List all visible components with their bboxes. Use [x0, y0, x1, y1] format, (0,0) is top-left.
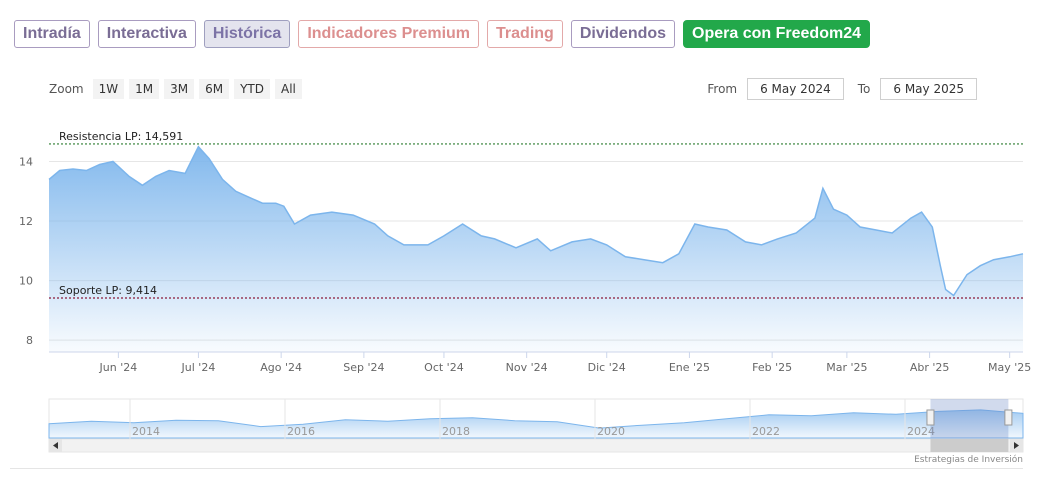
zoom-label: Zoom — [49, 82, 84, 96]
x-tick-label: Jul '24 — [181, 361, 216, 374]
from-label: From — [707, 82, 738, 96]
tab-trading[interactable]: Trading — [487, 20, 563, 48]
tab-bar: Intradía Interactiva Histórica Indicador… — [14, 20, 870, 48]
x-tick-label: May '25 — [988, 361, 1031, 374]
navigator-left-handle[interactable] — [926, 409, 935, 426]
navigator-selection[interactable] — [930, 399, 1009, 439]
scroll-right-arrow-icon — [1014, 442, 1019, 449]
to-label: To — [857, 82, 871, 96]
scrollbar-track[interactable] — [48, 438, 1024, 453]
tab-indicadores-premium[interactable]: Indicadores Premium — [298, 20, 480, 48]
level-label: Resistencia LP: 14,591 — [59, 130, 183, 143]
tab-historica[interactable]: Histórica — [203, 20, 291, 48]
x-axis-labels: Jun '24 Jul '24 Ago '24 Sep '24 Oct '24 Nov '… — [99, 352, 1031, 374]
zoom-6m-button[interactable]: 6M — [199, 79, 230, 99]
chart-credit: Estrategias de Inversión — [914, 455, 1023, 465]
x-tick-label: Ene '25 — [669, 361, 710, 374]
tab-dividendos[interactable]: Dividendos — [570, 20, 676, 48]
x-tick-label: Oct '24 — [424, 361, 464, 374]
x-tick-label: Nov '24 — [506, 361, 548, 374]
tab-intradia[interactable]: Intradía — [14, 20, 90, 48]
tab-interactiva[interactable]: Interactiva — [97, 20, 196, 48]
from-date-input[interactable]: 6 May 2024 — [747, 78, 844, 100]
navigator-year-label: 2016 — [287, 425, 315, 438]
freedom24-cta-button[interactable]: Opera con Freedom24 — [683, 20, 870, 48]
scrollbar-thumb[interactable] — [930, 439, 1009, 452]
bottom-divider — [10, 468, 1023, 469]
x-tick-label: Jun '24 — [99, 361, 138, 374]
zoom-ytd-button[interactable]: YTD — [234, 79, 270, 99]
zoom-controls: Zoom 1W 1M 3M 6M YTD All — [49, 79, 302, 99]
y-tick-label: 10 — [19, 275, 33, 288]
to-date-input[interactable]: 6 May 2025 — [880, 78, 977, 100]
x-tick-label: Sep '24 — [343, 361, 384, 374]
price-area — [49, 146, 1023, 352]
y-tick-label: 12 — [19, 215, 33, 228]
level-label: Soporte LP: 9,414 — [59, 284, 157, 297]
navigator-year-label: 2022 — [752, 425, 780, 438]
x-tick-label: Feb '25 — [752, 361, 792, 374]
navigator-year-label: 2014 — [132, 425, 160, 438]
y-tick-label: 8 — [26, 334, 33, 347]
zoom-3m-button[interactable]: 3M — [164, 79, 195, 99]
level-annotations: Resistencia LP: 14,591 Soporte LP: 9,414 — [49, 130, 1023, 299]
x-tick-label: Mar '25 — [826, 361, 867, 374]
navigator-right-handle[interactable] — [1004, 409, 1013, 426]
x-tick-label: Dic '24 — [588, 361, 626, 374]
zoom-1m-button[interactable]: 1M — [129, 79, 160, 99]
y-axis-labels: 8 10 12 14 — [19, 156, 33, 348]
zoom-all-button[interactable]: All — [275, 79, 302, 99]
y-tick-label: 14 — [19, 156, 33, 169]
navigator-year-label: 2020 — [597, 425, 625, 438]
date-range-selector: From 6 May 2024 To 6 May 2025 — [707, 78, 985, 100]
scroll-left-arrow-icon — [53, 442, 58, 449]
zoom-1w-button[interactable]: 1W — [92, 79, 125, 99]
navigator-year-label: 2024 — [907, 425, 935, 438]
x-tick-label: Ago '24 — [260, 361, 302, 374]
navigator-area — [48, 409, 1024, 439]
price-line — [48, 145, 1024, 297]
navigator[interactable]: 2014 2016 2018 2020 2022 2024 — [0, 396, 1041, 454]
navigator-year-labels: 2014 2016 2018 2020 2022 2024 — [129, 399, 935, 439]
navigator-year-label: 2018 — [442, 425, 470, 438]
x-tick-label: Abr '25 — [910, 361, 950, 374]
